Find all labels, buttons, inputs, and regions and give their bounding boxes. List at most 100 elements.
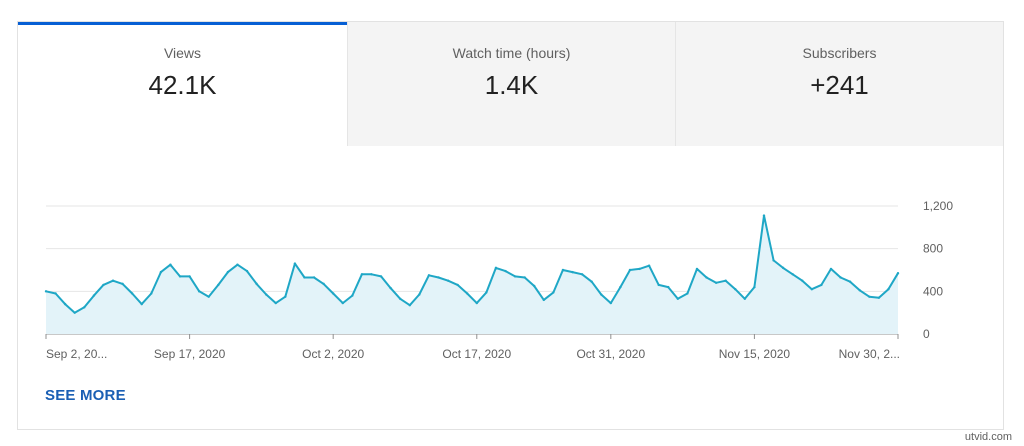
data-point (63, 302, 67, 306)
data-point (705, 276, 708, 279)
data-point (456, 283, 459, 287)
data-point (54, 292, 57, 295)
tab-subscribers-label: Subscribers (802, 45, 877, 61)
data-point (743, 297, 747, 300)
data-point (772, 259, 775, 262)
data-point (485, 291, 488, 294)
y-tick-label: 0 (923, 327, 930, 341)
data-point (466, 292, 469, 295)
data-point (877, 296, 881, 299)
data-point (121, 282, 124, 286)
data-point (169, 263, 172, 266)
data-point (197, 290, 201, 293)
data-point (657, 283, 660, 287)
data-point (427, 274, 431, 277)
data-point (686, 292, 689, 295)
data-point (159, 270, 163, 274)
data-point (619, 285, 622, 289)
data-point (370, 273, 373, 276)
x-tick-label: Oct 17, 2020 (442, 347, 511, 361)
data-point (628, 268, 632, 272)
data-point (810, 288, 814, 291)
x-tick-label: Sep 17, 2020 (154, 347, 226, 361)
data-point (829, 267, 833, 271)
watermark: utvid.com (964, 431, 1012, 443)
y-axis: 0 400 800 1,200 (923, 199, 953, 341)
area-fill (46, 215, 898, 334)
data-point (360, 273, 364, 276)
data-point (494, 266, 498, 270)
data-point (44, 290, 48, 293)
tab-watch-time-label: Watch time (hours) (452, 45, 571, 61)
data-point (178, 275, 182, 278)
data-point (408, 304, 411, 307)
data-point (255, 282, 258, 286)
metric-tabs: Views 42.1K Watch time (hours) 1.4K Subs… (18, 22, 1003, 146)
x-tick-label: Sep 2, 20... (46, 347, 107, 361)
data-point (312, 276, 316, 279)
data-point (207, 295, 210, 298)
data-point (399, 297, 402, 300)
data-point (331, 292, 335, 295)
data-point (245, 269, 249, 273)
x-axis: Sep 2, 20... Sep 17, 2020 Oct 2, 2020 Oct 1… (45, 334, 900, 361)
data-point (437, 276, 440, 279)
data-point (600, 293, 603, 296)
tab-subscribers-value: +241 (810, 70, 869, 100)
y-tick-label: 400 (923, 284, 943, 298)
data-point (676, 297, 680, 300)
data-point (513, 275, 517, 278)
analytics-card: Views 42.1K Watch time (hours) 1.4K Subs… (17, 21, 1004, 430)
data-point (351, 294, 354, 297)
data-point (714, 281, 718, 284)
data-point (226, 270, 230, 274)
data-point (552, 291, 555, 294)
data-point (73, 311, 76, 314)
data-point (111, 279, 115, 282)
data-point (753, 285, 756, 289)
data-point (542, 298, 545, 302)
data-point (274, 301, 277, 305)
tab-views[interactable]: Views 42.1K (18, 22, 347, 146)
data-point (533, 284, 536, 288)
data-point (389, 286, 392, 290)
tab-watch-time[interactable]: Watch time (hours) 1.4K (347, 22, 675, 146)
tab-subscribers[interactable]: Subscribers +241 (675, 22, 1003, 146)
data-point (734, 288, 737, 291)
y-tick-label: 1,200 (923, 199, 953, 213)
data-point (130, 292, 134, 295)
data-point (83, 306, 86, 309)
x-tick-label: Oct 2, 2020 (302, 347, 364, 361)
data-point (150, 292, 153, 295)
data-point (868, 295, 871, 298)
tab-views-value: 42.1K (148, 70, 217, 100)
data-point (264, 293, 268, 296)
see-more-link[interactable]: SEE MORE (45, 387, 126, 404)
data-point (801, 279, 804, 282)
data-point (638, 267, 641, 271)
data-point (839, 276, 842, 279)
series-line (45, 214, 899, 314)
data-point (236, 263, 239, 266)
chart-area (46, 215, 898, 334)
data-point (781, 266, 785, 270)
data-point (887, 288, 890, 291)
data-point (647, 264, 651, 267)
data-point (848, 280, 852, 283)
x-tick-label: Nov 15, 2020 (719, 347, 791, 361)
data-point (896, 272, 900, 275)
data-point (418, 293, 421, 296)
data-point (858, 289, 861, 292)
data-point (561, 268, 565, 272)
x-tick-label: Oct 31, 2020 (576, 347, 645, 361)
data-point (188, 275, 191, 278)
data-point (341, 301, 344, 305)
data-point (217, 283, 220, 287)
data-point (820, 283, 823, 287)
views-chart: 0 400 800 1,200 Sep 2, 20... Sep 17, 2020 Oct… (44, 199, 953, 361)
data-point (724, 279, 727, 282)
data-point (762, 214, 766, 217)
data-point (695, 267, 699, 271)
data-point (791, 273, 794, 276)
data-point (293, 262, 297, 265)
